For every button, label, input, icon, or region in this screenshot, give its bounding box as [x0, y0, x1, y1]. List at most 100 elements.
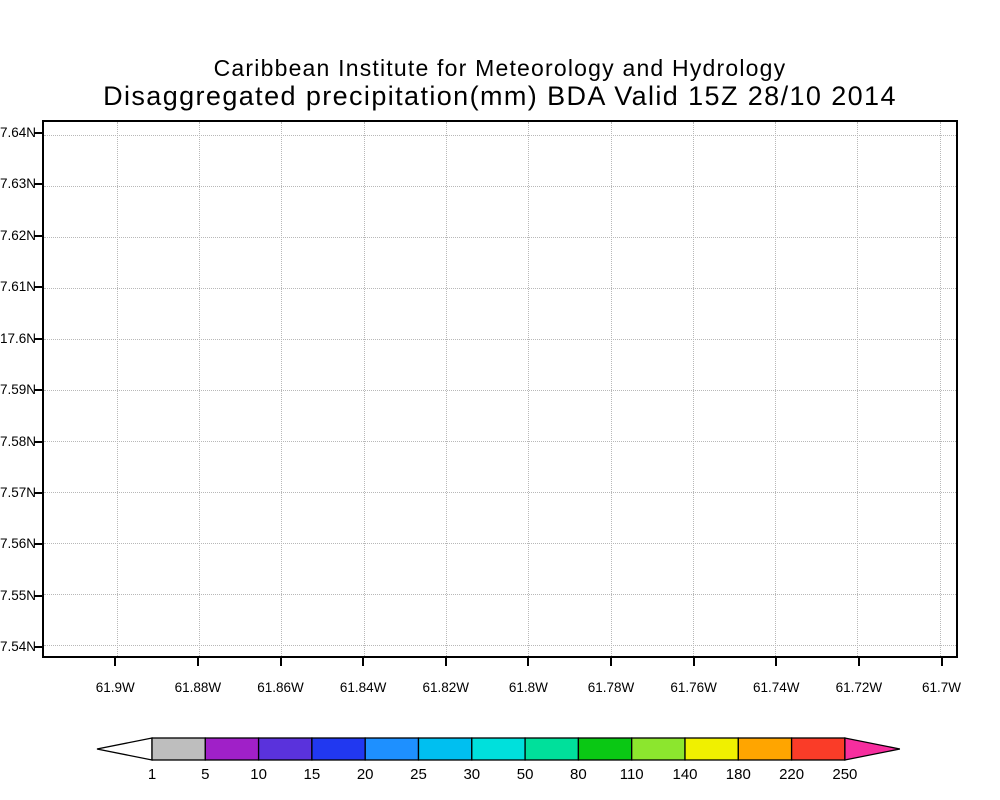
colorbar-under-arrow — [96, 737, 153, 761]
y-axis-tick-label: 7.62N — [0, 227, 37, 243]
colorbar-segment — [524, 737, 580, 761]
y-axis-tick — [34, 646, 42, 649]
gridline-horizontal — [44, 594, 956, 596]
y-axis-tick-label: 7.54N — [0, 639, 37, 655]
y-axis-tick — [34, 491, 42, 494]
gridline-vertical — [281, 122, 283, 656]
x-axis-tick-label: 61.72W — [835, 680, 883, 695]
x-axis-tick-label: 61.78W — [587, 680, 635, 695]
gridline-vertical — [528, 122, 530, 656]
x-axis-tick — [610, 658, 613, 666]
y-axis-tick — [34, 389, 42, 392]
colorbar-boundary-label: 5 — [201, 766, 210, 783]
colorbar-segment — [471, 737, 526, 761]
colorbar-segment — [417, 737, 473, 761]
gridline-vertical — [116, 122, 118, 656]
gridline-vertical — [857, 122, 859, 656]
colorbar-boundary-label: 20 — [356, 766, 374, 783]
y-axis-tick-label: 7.61N — [0, 279, 37, 295]
colorbar-boundary-label: 1 — [147, 766, 157, 783]
gridline-horizontal — [44, 645, 956, 647]
gridline-vertical — [199, 122, 201, 656]
gridline-horizontal — [44, 390, 956, 392]
x-axis-tick — [196, 658, 199, 666]
colorbar-segment — [737, 737, 793, 761]
x-axis-tick-label: 61.9W — [95, 680, 135, 695]
colorbar-segment — [790, 737, 846, 761]
colorbar-segment — [204, 737, 260, 761]
x-axis-tick — [857, 658, 860, 666]
y-axis-tick-label: 17.6N — [0, 330, 37, 346]
gridline-horizontal — [44, 543, 956, 545]
y-axis-tick — [34, 131, 42, 134]
colorbar-boundary-label: 25 — [410, 766, 427, 783]
x-axis-tick-label: 61.86W — [257, 680, 304, 695]
x-axis-tick — [527, 658, 530, 666]
gridline-horizontal — [44, 287, 956, 289]
gridline-horizontal — [44, 134, 956, 136]
gridline-vertical — [775, 122, 777, 656]
x-axis-tick — [444, 658, 447, 666]
y-axis-tick-label: 7.58N — [0, 433, 37, 449]
y-axis-tick — [34, 594, 42, 597]
colorbar-over-arrow — [844, 737, 901, 761]
y-axis-tick-label: 7.59N — [0, 382, 37, 398]
gridline-vertical — [610, 122, 612, 656]
colorbar-boundary-label: 250 — [832, 766, 858, 783]
gridline-vertical — [363, 122, 365, 656]
colorbar-segment — [364, 737, 420, 761]
plot-area — [42, 120, 958, 658]
x-axis-tick-label: 61.82W — [422, 680, 470, 695]
colorbar-segment — [151, 737, 206, 761]
colorbar-boundary-label: 30 — [463, 766, 481, 783]
x-axis-tick — [775, 658, 778, 666]
x-axis-tick-label: 61.7W — [921, 680, 962, 695]
colorbar — [96, 737, 901, 761]
institution-title: Caribbean Institute for Meteorology and … — [213, 55, 787, 81]
y-axis-tick-label: 7.56N — [0, 536, 37, 552]
y-axis-tick-label: 7.55N — [0, 587, 37, 603]
y-axis-tick-label: 7.57N — [0, 484, 37, 500]
x-axis-tick-label: 61.84W — [339, 680, 387, 695]
plot-title: Disaggregated precipitation(mm) BDA Vali… — [103, 81, 897, 111]
colorbar-boundary-label: 50 — [516, 766, 534, 783]
x-axis-tick — [114, 658, 117, 666]
colorbar-segment — [311, 737, 366, 761]
gridline-horizontal — [44, 441, 956, 443]
colorbar-segment — [684, 737, 739, 761]
colorbar-segment — [631, 737, 686, 761]
y-axis-tick — [34, 234, 42, 237]
colorbar-boundary-label: 10 — [250, 766, 267, 783]
x-axis-tick — [692, 658, 695, 666]
y-axis-tick — [34, 337, 42, 340]
x-axis-tick-label: 61.74W — [753, 680, 800, 695]
colorbar-segment — [577, 737, 633, 761]
x-axis-tick — [940, 658, 943, 666]
x-axis-tick — [279, 658, 282, 666]
gridline-horizontal — [44, 185, 956, 187]
colorbar-boundary-label: 220 — [779, 766, 805, 783]
colorbar-boundary-label: 180 — [725, 766, 751, 783]
gridline-vertical — [692, 122, 694, 656]
y-axis-tick — [34, 183, 42, 186]
colorbar-boundary-label: 110 — [619, 766, 644, 783]
gridline-vertical — [939, 122, 941, 656]
y-axis-tick — [34, 440, 42, 443]
gridline-horizontal — [44, 236, 956, 238]
y-axis-tick — [34, 543, 42, 546]
gridline-horizontal — [44, 492, 956, 494]
colorbar-boundary-label: 80 — [570, 766, 587, 783]
colorbar-segment — [257, 737, 313, 761]
gridline-horizontal — [44, 339, 956, 341]
gridline-vertical — [446, 122, 447, 656]
colorbar-boundary-label: 140 — [672, 766, 698, 783]
y-axis-tick-label: 7.64N — [0, 124, 37, 140]
x-axis-tick-label: 61.8W — [508, 680, 548, 695]
y-axis-tick-label: 7.63N — [0, 176, 37, 192]
y-axis-tick — [34, 286, 42, 289]
x-axis-tick-label: 61.76W — [670, 680, 717, 695]
x-axis-tick-label: 61.88W — [174, 680, 222, 695]
x-axis-tick — [362, 658, 365, 666]
colorbar-boundary-label: 15 — [303, 766, 321, 783]
